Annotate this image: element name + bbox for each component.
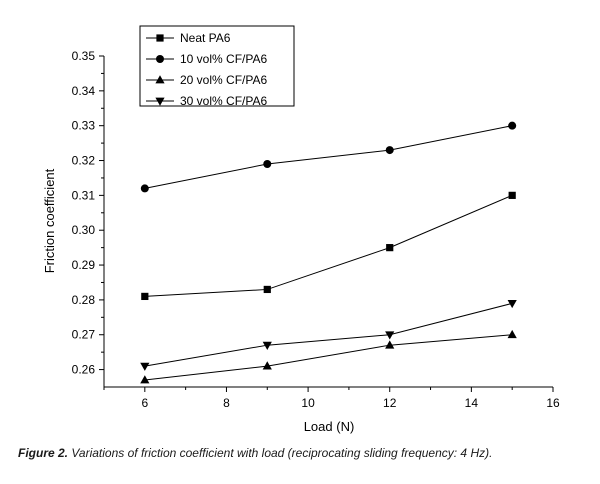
data-point: [508, 191, 516, 199]
caption-text: Variations of friction coefficient with …: [68, 446, 493, 460]
data-point: [140, 184, 149, 193]
legend-label: Neat PA6: [180, 31, 231, 45]
series-line: [144, 194, 513, 297]
legend-marker: [156, 55, 164, 63]
legend-box: [139, 25, 295, 107]
data-point: [507, 299, 517, 309]
chart-axes: [103, 56, 553, 388]
data-point: [507, 329, 517, 339]
y-tick-label: 0.34: [72, 84, 96, 98]
series-3: [140, 299, 517, 371]
data-point: [385, 340, 395, 349]
x-tick-label: 8: [223, 396, 230, 410]
y-tick-label: 0.28: [72, 293, 96, 307]
y-axis-ticks: 0.26 0.27 0.28 0.29 0.30 0.31 0.32 0.33 0.34 0.35: [72, 49, 104, 377]
y-tick-label: 0.27: [72, 328, 96, 342]
x-tick-label: 16: [546, 396, 560, 410]
data-point: [385, 146, 394, 155]
data-point: [140, 375, 150, 384]
data-point: [508, 121, 517, 130]
series-line: [144, 334, 513, 381]
series-line: [144, 302, 513, 367]
x-tick-label: 10: [301, 396, 315, 410]
series-layer: [140, 121, 517, 384]
data-point: [140, 362, 150, 371]
series-2: [140, 329, 517, 384]
y-tick-label: 0.31: [72, 188, 96, 202]
data-point: [263, 285, 271, 294]
y-tick-label: 0.32: [72, 154, 96, 168]
series-1: [140, 121, 517, 193]
data-point: [262, 361, 272, 370]
y-tick-label: 0.35: [72, 49, 96, 63]
x-tick-label: 12: [383, 396, 397, 410]
y-tick-label: 0.30: [72, 223, 96, 237]
x-axis-label: Load (N): [304, 419, 355, 434]
series-0: [141, 191, 516, 301]
legend-label: 30 vol% CF/PA6: [180, 94, 267, 108]
data-point: [263, 160, 272, 169]
figure-caption: Figure 2. Variations of friction coeffic…: [18, 446, 588, 460]
data-point: [385, 331, 395, 340]
data-point: [262, 341, 272, 350]
y-axis-label: Friction coefficient: [42, 168, 57, 273]
chart-legend: Neat PA6 10 vol% CF/PA6 20 vol% CF/PA6 30 v…: [139, 25, 295, 108]
series-line: [144, 125, 513, 189]
y-tick-label: 0.26: [72, 363, 96, 377]
legend-marker: [155, 75, 165, 84]
legend-label: 20 vol% CF/PA6: [180, 73, 267, 87]
legend-marker: [155, 97, 165, 106]
x-tick-label: 14: [465, 396, 479, 410]
y-tick-label: 0.29: [72, 258, 96, 272]
data-point: [386, 244, 394, 252]
legend-marker: [156, 34, 164, 42]
caption-label: Figure 2.: [18, 446, 69, 460]
y-tick-label: 0.33: [72, 119, 96, 133]
data-point: [141, 292, 149, 301]
legend-label: 10 vol% CF/PA6: [180, 52, 267, 66]
x-tick-label: 6: [141, 396, 148, 410]
x-axis-ticks: 6 8 10 12 14 16: [103, 387, 560, 410]
